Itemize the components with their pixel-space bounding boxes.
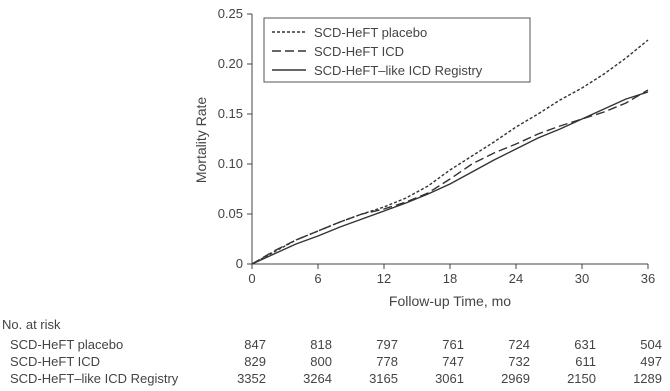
- risk-cell: 497: [640, 354, 662, 369]
- risk-cell: 818: [310, 337, 332, 352]
- y-tick-label: 0.10: [218, 156, 243, 171]
- x-tick-label: 36: [641, 271, 655, 286]
- risk-cell: 778: [376, 354, 398, 369]
- risk-cell: 2150: [567, 371, 596, 386]
- y-tick-label: 0.15: [218, 106, 243, 121]
- x-tick-label: 30: [575, 271, 589, 286]
- y-tick-label: 0.20: [218, 56, 243, 71]
- risk-row-label: SCD-HeFT ICD: [10, 354, 100, 369]
- x-tick-label: 0: [248, 271, 255, 286]
- legend-label: SCD-HeFT placebo: [314, 25, 427, 40]
- risk-cell: 631: [574, 337, 596, 352]
- series-lines: [251, 39, 649, 265]
- risk-cell: 1289: [633, 371, 662, 386]
- risk-cell: 504: [640, 337, 662, 352]
- x-axis-label: Follow-up Time, mo: [389, 293, 511, 309]
- series-line-2: [251, 91, 649, 265]
- risk-cell: 747: [442, 354, 464, 369]
- x-tick-label: 12: [377, 271, 391, 286]
- risk-cell: 797: [376, 337, 398, 352]
- risk-cell: 829: [244, 354, 266, 369]
- x-tick-label: 6: [314, 271, 321, 286]
- legend-label: SCD-HeFT ICD: [314, 44, 404, 59]
- legend-label: SCD-HeFT–like ICD Registry: [314, 63, 483, 78]
- series-line-0: [251, 39, 649, 265]
- tick-labels: 0 6 12 18 24 30 36 0 0.05 0.10 0.15 0.20 0.25: [218, 6, 656, 286]
- risk-cell: 3165: [369, 371, 398, 386]
- series-line-1: [251, 89, 649, 265]
- x-tick-label: 18: [443, 271, 457, 286]
- risk-table: No. at risk SCD-HeFT placebo 847 818 797 761…: [2, 317, 662, 386]
- risk-table-heading: No. at risk: [2, 317, 61, 332]
- risk-cell: 847: [244, 337, 266, 352]
- risk-cell: 611: [575, 354, 596, 369]
- x-tick-label: 24: [509, 271, 523, 286]
- y-tick-label: 0.25: [218, 6, 243, 21]
- risk-cell: 2969: [501, 371, 530, 386]
- risk-row-label: SCD-HeFT placebo: [10, 337, 123, 352]
- y-tick-label: 0: [236, 256, 243, 271]
- risk-cell: 800: [310, 354, 332, 369]
- risk-cell: 732: [508, 354, 530, 369]
- risk-cell: 3352: [237, 371, 266, 386]
- y-axis-label: Mortality Rate: [193, 97, 209, 184]
- legend-box: [263, 17, 531, 83]
- risk-cell: 761: [442, 337, 464, 352]
- risk-cell: 3264: [303, 371, 332, 386]
- axes: [247, 13, 649, 269]
- y-tick-label: 0.05: [218, 206, 243, 221]
- legend: SCD-HeFT placebo SCD-HeFT ICD SCD-HeFT–lik…: [263, 17, 531, 83]
- risk-row-label: SCD-HeFT–like ICD Registry: [10, 371, 179, 386]
- risk-cell: 3061: [435, 371, 464, 386]
- risk-cell: 724: [508, 337, 530, 352]
